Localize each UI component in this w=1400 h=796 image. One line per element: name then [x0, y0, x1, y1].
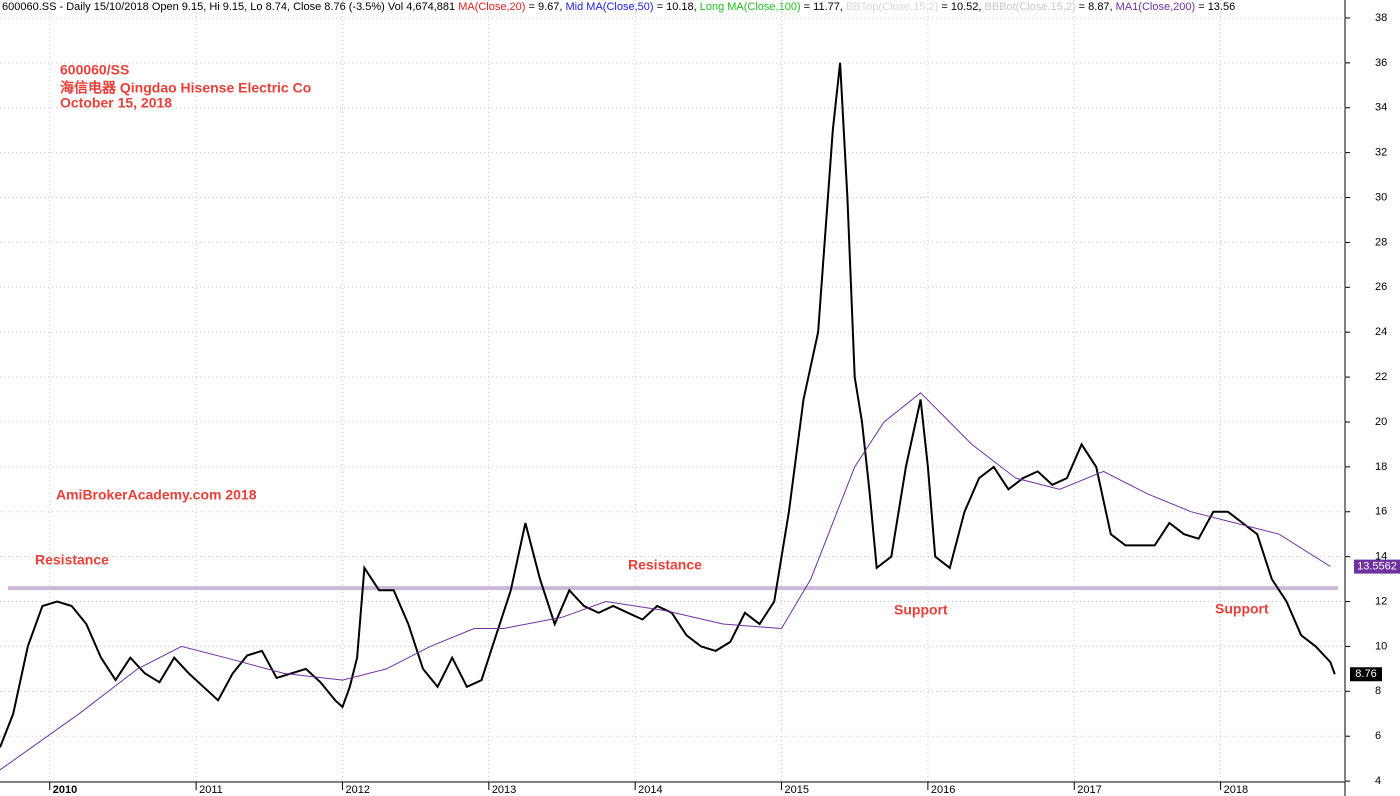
price-label-box: [1350, 667, 1382, 682]
annotation: 600060/SS: [60, 62, 129, 78]
header-segment: Long MA(Close,100): [700, 1, 801, 13]
header-segment: BBTop(Close,15,2): [846, 1, 938, 13]
header-segment: = 10.18,: [654, 1, 700, 13]
x-tick-label: 2018: [1224, 784, 1248, 796]
header-segment: = 11.77,: [801, 1, 846, 13]
header-segment: = 9.67,: [525, 1, 565, 13]
header-segment: BBBot(Close,15,2): [985, 1, 1076, 13]
price-line: [0, 62, 1336, 748]
annotation: Support: [894, 602, 948, 618]
y-tick-label: 12: [1375, 595, 1387, 607]
header-segment: = 13.56: [1195, 1, 1235, 13]
price-label-box: [1354, 559, 1400, 574]
annotation: October 15, 2018: [60, 95, 172, 111]
y-tick-label: 28: [1375, 236, 1387, 248]
header-segment: MA(Close,20): [458, 1, 525, 13]
y-tick-label: 34: [1375, 102, 1387, 114]
header-segment: = 8.87,: [1076, 1, 1116, 13]
price-line: [0, 392, 1331, 771]
y-tick-label: 32: [1375, 147, 1387, 159]
header-segment: MA1(Close,200): [1116, 1, 1195, 13]
header: 600060.SS - Daily 15/10/2018 Open 9.15, …: [2, 1, 1235, 13]
x-tick-label: 2016: [931, 784, 955, 796]
y-tick-label: 26: [1375, 281, 1387, 293]
annotation: Support: [1215, 601, 1269, 617]
y-tick-label: 4: [1375, 775, 1381, 787]
x-tick-label: 2015: [785, 784, 809, 796]
header-segment: 600060.SS - Daily 15/10/2018 Open 9.15, …: [2, 1, 458, 13]
x-tick-label: 2012: [345, 784, 369, 796]
annotation: AmiBrokerAcademy.com 2018: [56, 487, 257, 503]
y-tick-label: 18: [1375, 461, 1387, 473]
header-segment: = 10.52,: [938, 1, 984, 13]
x-tick-label: 2013: [492, 784, 516, 796]
y-tick-label: 16: [1375, 506, 1387, 518]
y-tick-label: 24: [1375, 326, 1387, 338]
y-tick-label: 8: [1375, 685, 1381, 697]
y-tick-label: 30: [1375, 191, 1387, 203]
price-label: 13.5562: [1357, 561, 1397, 573]
y-tick-label: 38: [1375, 12, 1387, 24]
y-tick-label: 14: [1375, 551, 1387, 563]
annotation: Resistance: [628, 557, 702, 573]
header-segment: Mid MA(Close,50): [566, 1, 654, 13]
price-label: 8.76: [1355, 668, 1376, 680]
y-tick-label: 6: [1375, 730, 1381, 742]
x-tick-label: 2017: [1077, 784, 1101, 796]
x-tick-label: 2014: [638, 784, 662, 796]
x-tick-label: 2011: [199, 784, 223, 796]
annotation: 海信电器 Qingdao Hisense Electric Co: [60, 80, 311, 96]
annotation: Resistance: [35, 552, 109, 568]
y-tick-label: 20: [1375, 416, 1387, 428]
x-tick-label: 2010: [53, 784, 77, 796]
y-tick-label: 10: [1375, 640, 1387, 652]
y-tick-label: 36: [1375, 57, 1387, 69]
y-tick-label: 22: [1375, 371, 1387, 383]
